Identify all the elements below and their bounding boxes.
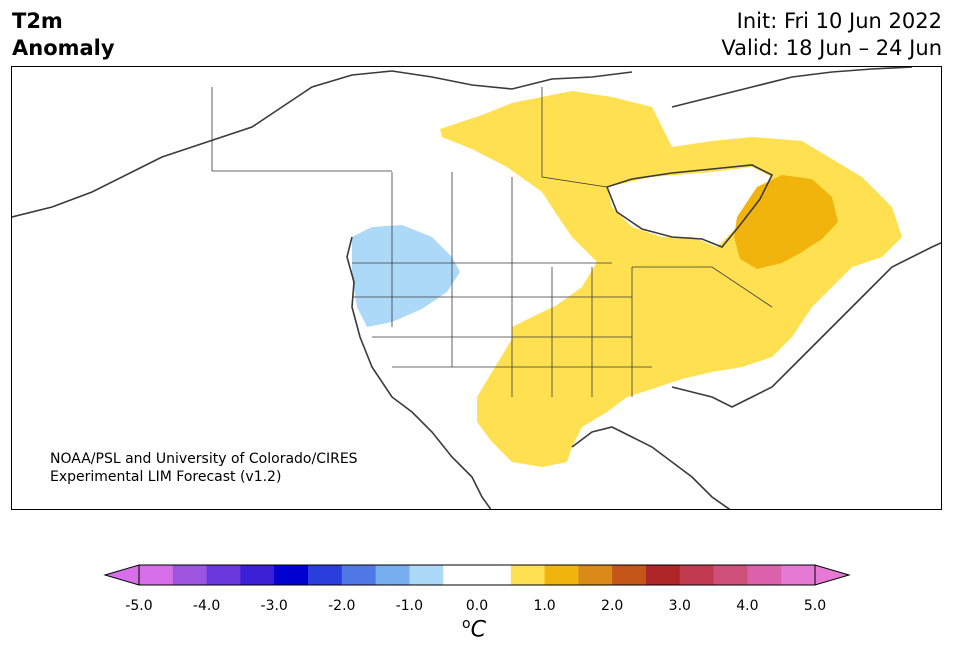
colorbar-cell [308, 565, 343, 585]
tick-label: 5.0 [803, 598, 827, 614]
tick-label: -5.0 [125, 598, 153, 614]
title-line-2: Anomaly [12, 36, 115, 60]
colorbar-cell [172, 565, 208, 585]
credit-note: NOAA/PSL and University of Colorado/CIRE… [50, 450, 358, 486]
colorbar-cell [544, 565, 579, 585]
colorbar-min-arrow [103, 564, 140, 586]
colorbar-cell [375, 565, 410, 585]
tick-label: 4.0 [736, 598, 759, 614]
colorbar-cell [510, 565, 546, 585]
init-date: Init: Fri 10 Jun 2022 [736, 9, 942, 33]
colorbar-cell [612, 565, 647, 585]
tick-label: -4.0 [192, 598, 221, 614]
forecast-dates: Init: Fri 10 Jun 2022 Valid: 18 Jun – 24… [721, 8, 942, 62]
unit-degree: o [462, 616, 471, 632]
colorbar-outline [138, 564, 816, 586]
colorbar-cell [646, 565, 681, 585]
coastlines [12, 67, 941, 509]
colorbar-cell [578, 565, 613, 585]
tick-label: 0.0 [465, 598, 489, 614]
warm-anomaly-region [440, 91, 902, 467]
colorbar-unit: oC [462, 616, 486, 642]
tick-label: -3.0 [260, 598, 288, 614]
unit-base: C [470, 617, 486, 643]
credit-line-1: NOAA/PSL and University of Colorado/CIRE… [50, 451, 358, 467]
valid-date: Valid: 18 Jun – 24 Jun [721, 36, 942, 60]
tick-label: -1.0 [395, 598, 424, 614]
cool-anomaly-region [352, 225, 460, 327]
anomaly-map: NOAA/PSL and University of Colorado/CIRE… [11, 66, 942, 510]
colorbar-cell [781, 565, 816, 585]
colorbar-cell [274, 565, 309, 585]
colorbar-max-arrow [814, 564, 851, 586]
colorbar-cell [443, 565, 478, 585]
colorbar-cell [341, 565, 377, 585]
colorbar-cell [206, 565, 241, 585]
tick-label: -2.0 [328, 598, 356, 614]
map-canvas [12, 67, 941, 509]
state-boundaries [211, 87, 773, 397]
tick-label: 2.0 [601, 598, 624, 614]
credit-line-2: Experimental LIM Forecast (v1.2) [50, 469, 282, 485]
colorbar-cell [713, 565, 748, 585]
near-zero-area-2 [512, 192, 582, 307]
tick-label: 3.0 [668, 598, 691, 614]
title-line-1: T2m [12, 9, 63, 33]
map-title: T2m Anomaly [12, 8, 115, 62]
colorbar-cell [240, 565, 275, 585]
colorbar-cell [139, 565, 174, 585]
colorbar-cell [747, 565, 782, 585]
colorbar-cell [679, 565, 715, 585]
near-zero-area [607, 167, 772, 247]
tick-label: 1.0 [533, 598, 556, 614]
colorbar [103, 564, 851, 586]
colorbar-cells [139, 565, 816, 585]
colorbar-cell [409, 565, 444, 585]
colorbar-cell [477, 565, 512, 585]
